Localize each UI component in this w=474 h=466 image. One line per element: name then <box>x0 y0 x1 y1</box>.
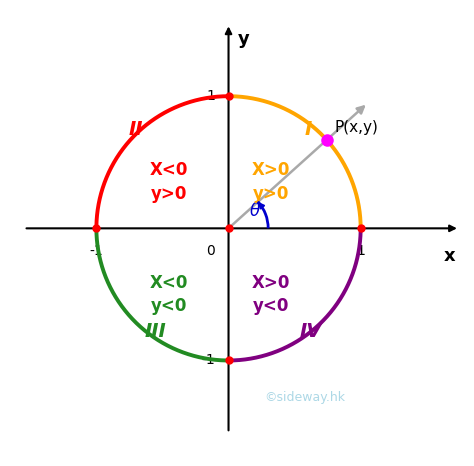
Text: -1: -1 <box>90 244 103 258</box>
Text: θ: θ <box>250 202 260 220</box>
Text: III: III <box>145 322 167 341</box>
Text: 1: 1 <box>207 89 215 103</box>
Text: ©sideway.hk: ©sideway.hk <box>264 391 346 404</box>
Text: 1: 1 <box>356 244 365 258</box>
Text: X<0
y<0: X<0 y<0 <box>150 274 188 315</box>
Text: y: y <box>238 30 249 48</box>
Text: II: II <box>129 120 143 139</box>
Text: x: x <box>443 247 455 265</box>
Text: X<0
y>0: X<0 y>0 <box>150 161 188 203</box>
Text: I: I <box>304 120 311 139</box>
Text: X>0
y>0: X>0 y>0 <box>252 161 290 203</box>
Text: -1: -1 <box>201 354 215 368</box>
Text: 0: 0 <box>207 244 215 258</box>
Text: IV: IV <box>299 322 322 341</box>
Text: P(x,y): P(x,y) <box>335 120 379 135</box>
Text: X>0
y<0: X>0 y<0 <box>252 274 290 315</box>
